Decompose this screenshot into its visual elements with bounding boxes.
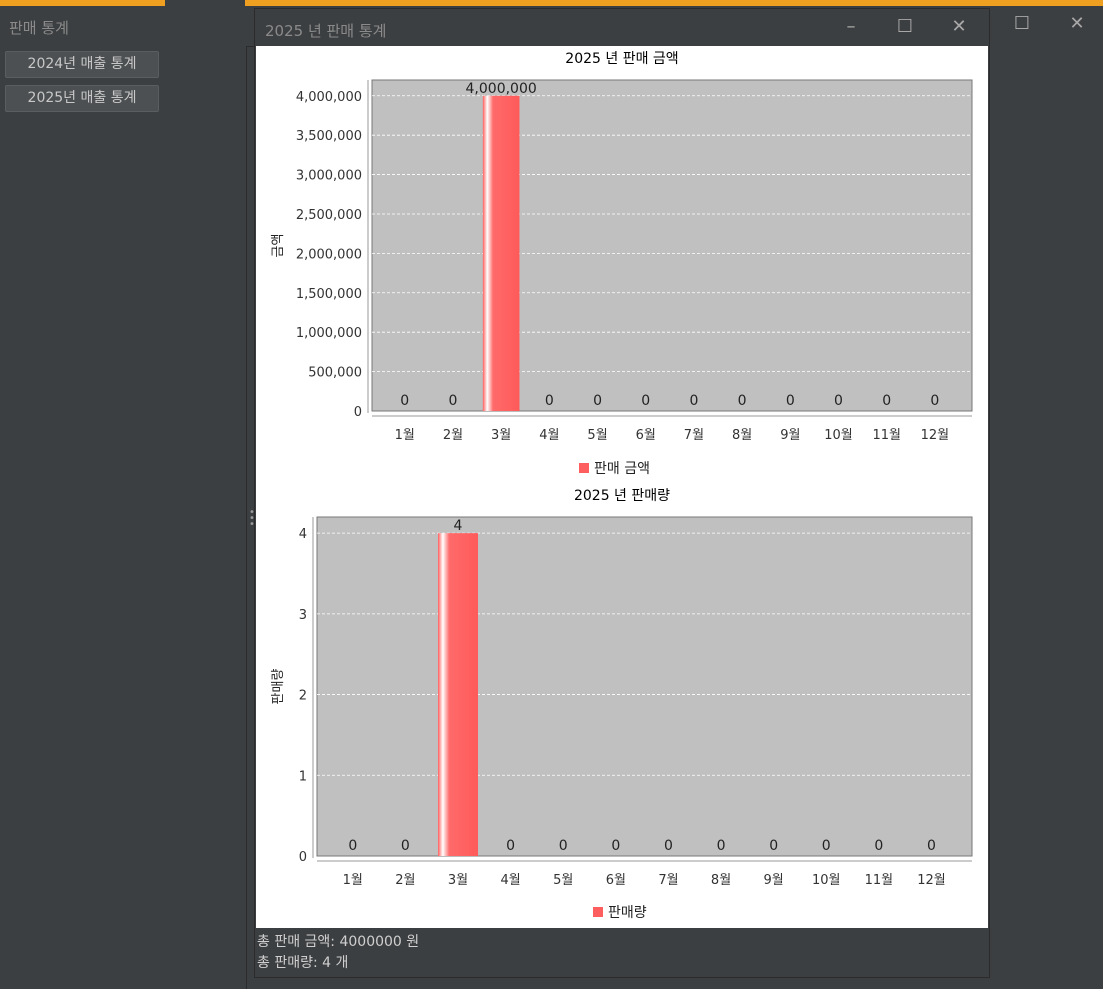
x-tick-label: 5월 xyxy=(587,428,607,443)
bar-value-label: 0 xyxy=(717,838,726,854)
chart-title: 2025 년 판매 금액 xyxy=(565,51,678,67)
main-content-area xyxy=(988,44,1103,989)
bar-value-label: 0 xyxy=(401,838,410,854)
bar-value-label: 0 xyxy=(834,393,843,409)
bar-value-label: 0 xyxy=(927,838,936,854)
bar-value-label: 0 xyxy=(930,393,939,409)
y-tick-label: 2 xyxy=(299,689,307,704)
sidebar: 2024년 매출 통계 2025년 매출 통계 xyxy=(0,46,247,989)
close-icon[interactable]: ✕ xyxy=(951,16,967,37)
top-accent-bar xyxy=(0,0,1103,6)
bar-value-label: 4 xyxy=(454,518,463,534)
bar-value-label: 0 xyxy=(545,393,554,409)
plot-area xyxy=(371,79,973,412)
bar-value-label: 0 xyxy=(348,838,357,854)
legend-swatch xyxy=(579,463,589,473)
y-tick-label: 500,000 xyxy=(308,366,362,381)
stats-window-titlebar: 2025 년 판매 통계 – ☐ ✕ xyxy=(255,9,989,46)
chart-title: 2025 년 판매량 xyxy=(574,488,670,504)
plot-area xyxy=(316,516,973,857)
y-tick-label: 3,000,000 xyxy=(296,169,362,184)
y-tick-label: 2,500,000 xyxy=(296,208,362,223)
minimize-icon[interactable]: – xyxy=(846,16,856,37)
x-tick-label: 7월 xyxy=(658,873,678,888)
charts-svg: 2025 년 판매 금액 0 500,000 1,000,000 1,500,000 2,… xyxy=(271,51,973,921)
x-tick-label: 9월 xyxy=(764,873,784,888)
x-tick-label: 6월 xyxy=(606,873,626,888)
x-tick-label: 5월 xyxy=(553,873,573,888)
x-tick-label: 12월 xyxy=(921,428,950,443)
x-tick-label: 2월 xyxy=(395,873,415,888)
y-tick-label: 1 xyxy=(299,769,307,784)
x-tick-label: 11월 xyxy=(872,428,901,443)
bar-value-label: 0 xyxy=(769,838,778,854)
bar-value-label: 4,000,000 xyxy=(466,81,537,97)
x-tick-label: 10월 xyxy=(824,428,853,443)
y-axis-label: 금액 xyxy=(271,234,286,258)
bar-value-label: 0 xyxy=(786,393,795,409)
bar-value-label: 0 xyxy=(559,838,568,854)
y-tick-label: 2,000,000 xyxy=(296,247,362,262)
bar-value-label: 0 xyxy=(593,393,602,409)
bar-value-label: 0 xyxy=(664,838,673,854)
total-quantity-label: 총 판매량: 4 개 xyxy=(257,955,349,971)
bar-value-label: 0 xyxy=(822,838,831,854)
bar xyxy=(438,533,478,856)
x-tick-label: 3월 xyxy=(448,873,468,888)
bar-value-label: 0 xyxy=(874,838,883,854)
x-tick-label: 6월 xyxy=(636,428,656,443)
bar-value-label: 0 xyxy=(882,393,891,409)
legend-swatch xyxy=(593,907,603,917)
chart-panel: 2025 년 판매 금액 0 500,000 1,000,000 1,500,000 2,… xyxy=(256,46,988,928)
split-pane-handle[interactable]: • • • xyxy=(249,507,255,530)
stats-2024-button[interactable]: 2024년 매출 통계 xyxy=(5,51,159,78)
x-tick-label: 9월 xyxy=(780,428,800,443)
maximize-icon[interactable]: ☐ xyxy=(896,16,914,37)
y-tick-label: 4 xyxy=(299,527,307,542)
legend-label: 판매 금액 xyxy=(594,461,650,477)
main-window-titlebar: 판매 통계 xyxy=(0,6,254,47)
x-tick-label: 10월 xyxy=(812,873,841,888)
x-tick-label: 7월 xyxy=(684,428,704,443)
x-tick-label: 1월 xyxy=(343,873,363,888)
y-tick-label: 0 xyxy=(299,850,307,865)
y-tick-label: 3 xyxy=(299,608,307,623)
stats-window-title: 2025 년 판매 통계 xyxy=(265,22,387,40)
stats-2025-button[interactable]: 2025년 매출 통계 xyxy=(5,85,159,112)
x-tick-label: 3월 xyxy=(491,428,511,443)
y-tick-label: 1,500,000 xyxy=(296,287,362,302)
main-window-controls: ☐ ✕ xyxy=(988,6,1103,44)
y-tick-label: 3,500,000 xyxy=(296,129,362,144)
x-tick-label: 2월 xyxy=(443,428,463,443)
bar-value-label: 0 xyxy=(689,393,698,409)
x-tick-label: 4월 xyxy=(539,428,559,443)
bar-value-label: 0 xyxy=(641,393,650,409)
bar-value-label: 0 xyxy=(400,393,409,409)
bar-value-label: 0 xyxy=(506,838,515,854)
main-window-title: 판매 통계 xyxy=(9,19,69,37)
total-amount-label: 총 판매 금액: 4000000 원 xyxy=(257,934,420,950)
x-tick-label: 1월 xyxy=(395,428,415,443)
x-tick-label: 11월 xyxy=(865,873,894,888)
x-tick-label: 8월 xyxy=(732,428,752,443)
bar-value-label: 0 xyxy=(449,393,458,409)
bar xyxy=(482,95,520,411)
legend-label: 판매량 xyxy=(608,905,647,921)
x-tick-label: 12월 xyxy=(917,873,946,888)
bar-value-label: 0 xyxy=(738,393,747,409)
x-tick-label: 4월 xyxy=(500,873,520,888)
x-tick-label: 8월 xyxy=(711,873,731,888)
y-tick-label: 0 xyxy=(354,405,362,420)
y-tick-label: 4,000,000 xyxy=(296,90,362,105)
stats-window: 2025 년 판매 통계 – ☐ ✕ 2025 년 판매 금액 0 500,000 1… xyxy=(254,8,990,978)
maximize-icon[interactable]: ☐ xyxy=(1013,13,1031,34)
y-axis-label: 판매량 xyxy=(271,669,286,705)
bar-value-label: 0 xyxy=(611,838,620,854)
y-tick-label: 1,000,000 xyxy=(296,326,362,341)
close-icon[interactable]: ✕ xyxy=(1069,13,1085,34)
